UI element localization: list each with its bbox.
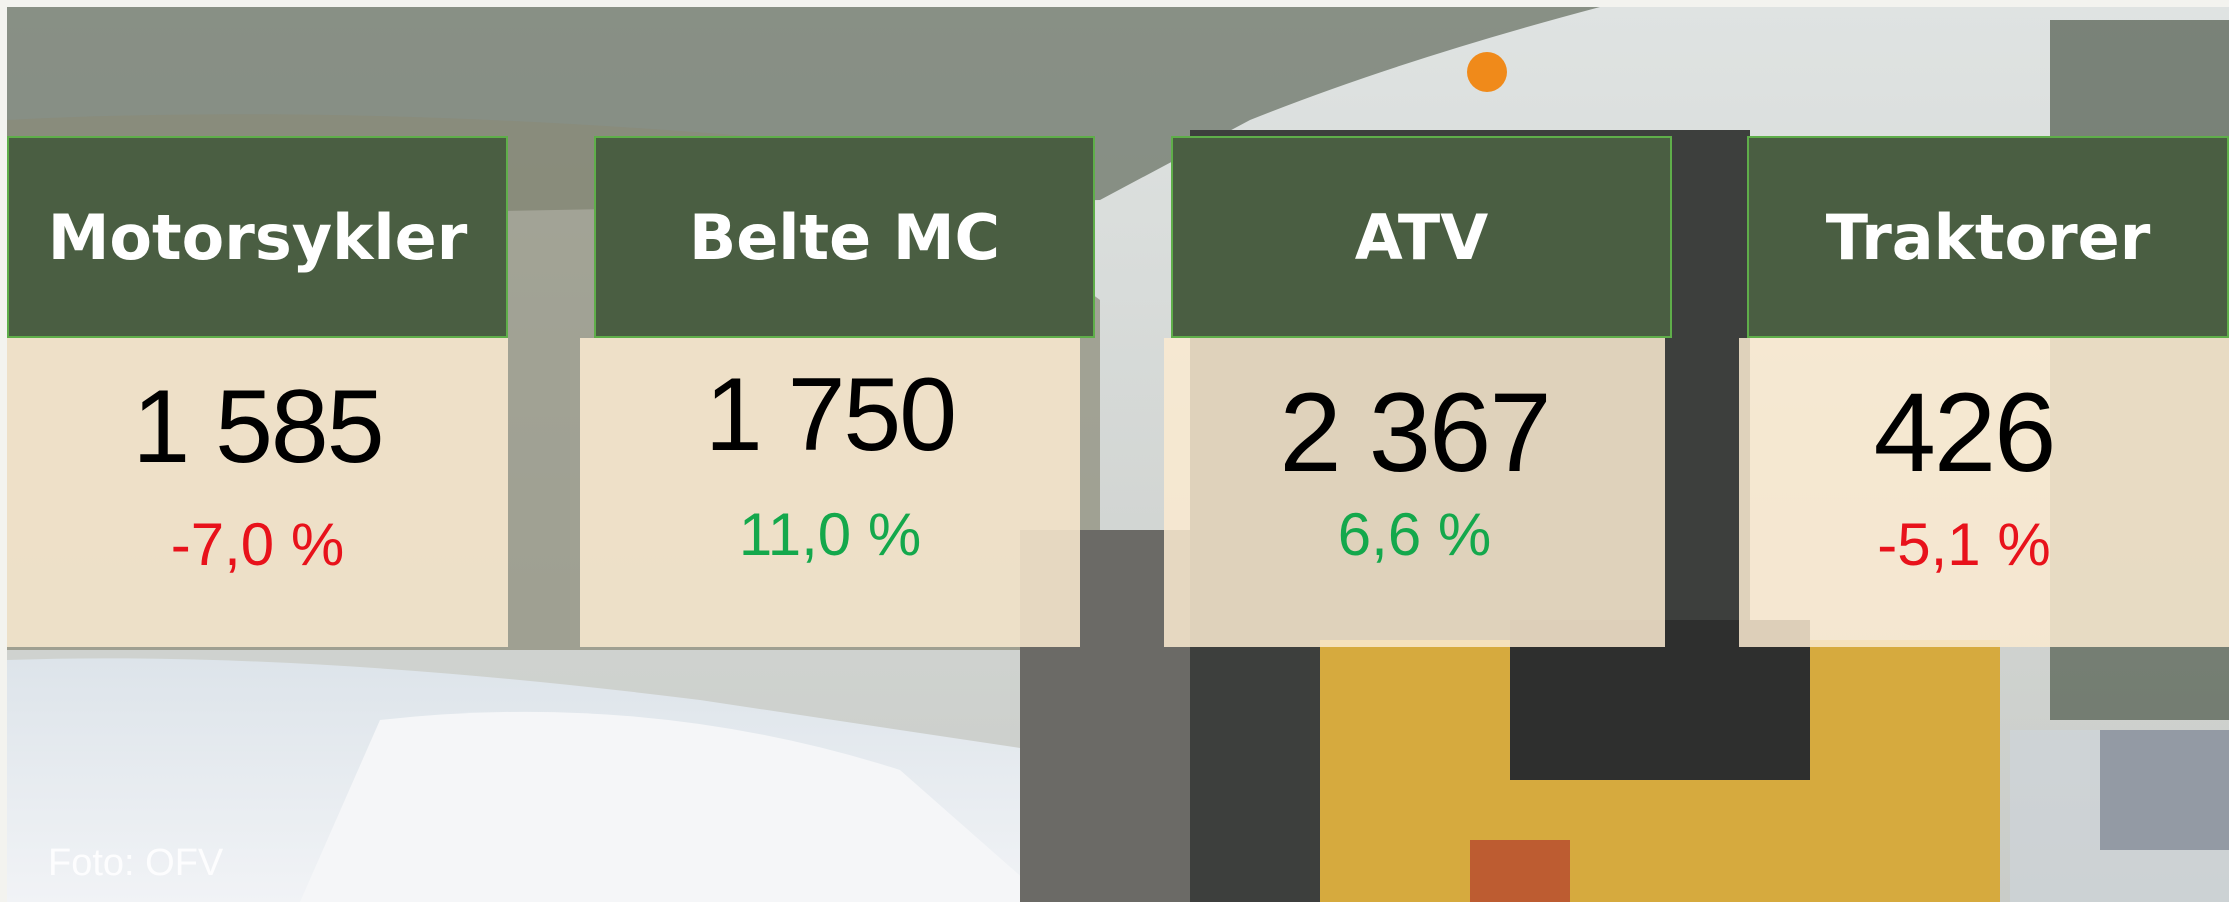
card-body: 1 750 11,0 % — [580, 338, 1080, 647]
card-change: -5,1 % — [1877, 511, 2051, 578]
photo-credit: Foto: OFV — [48, 842, 224, 884]
card-change: 6,6 % — [1337, 501, 1492, 568]
card-body: 1 585 -7,0 % — [7, 338, 508, 647]
card-header: Belte MC — [594, 136, 1095, 338]
card-header: Motorsykler — [7, 136, 508, 338]
card-value: 2 367 — [1279, 370, 1551, 495]
card-value: 426 — [1873, 370, 2057, 495]
card-value: 1 750 — [704, 357, 957, 473]
card-header: Traktorer — [1747, 136, 2229, 338]
card-value: 1 585 — [132, 369, 384, 485]
card-body: 2 367 6,6 % — [1164, 338, 1665, 647]
card-change: -7,0 % — [170, 511, 345, 578]
card-body: 426 -5,1 % — [1739, 338, 2229, 647]
card-header: ATV — [1171, 136, 1672, 338]
card-change: 11,0 % — [738, 501, 922, 568]
